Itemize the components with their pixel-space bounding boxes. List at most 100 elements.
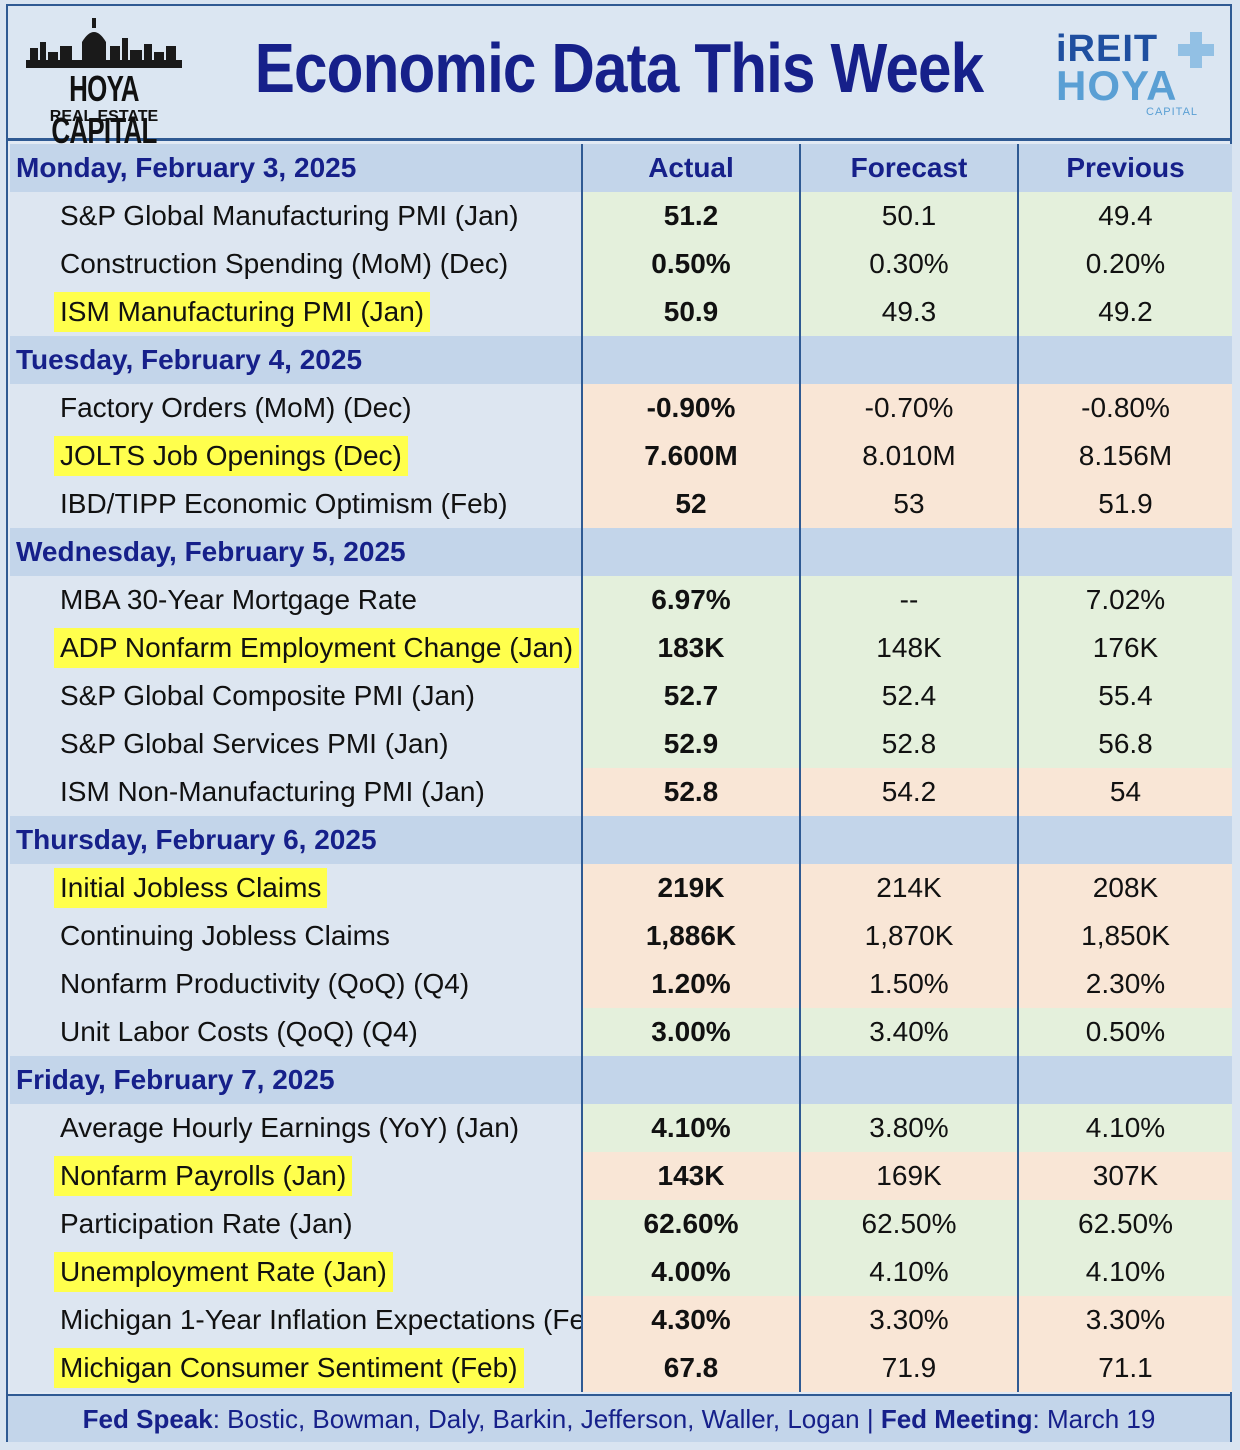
forecast-value: 0.30% bbox=[799, 240, 1018, 288]
indicator-row: Average Hourly Earnings (YoY) (Jan) 4.10%… bbox=[10, 1104, 1232, 1152]
indicator-label: S&P Global Composite PMI (Jan) bbox=[60, 680, 475, 711]
day-header-spacer-forecast bbox=[799, 528, 1018, 576]
indicator-label-cell: MBA 30-Year Mortgage Rate bbox=[10, 576, 582, 624]
forecast-value: 54.2 bbox=[799, 768, 1018, 816]
previous-value: 8.156M bbox=[1017, 432, 1232, 480]
day-name: Thursday, February 6, 2025 bbox=[10, 816, 582, 864]
actual-value: 52.8 bbox=[581, 768, 800, 816]
indicator-row: Participation Rate (Jan) 62.60% 62.50% 62.5… bbox=[10, 1200, 1232, 1248]
indicator-label: Nonfarm Payrolls (Jan) bbox=[54, 1156, 353, 1196]
indicator-label-cell: Michigan Consumer Sentiment (Feb) bbox=[10, 1344, 582, 1392]
previous-value: 62.50% bbox=[1017, 1200, 1232, 1248]
actual-value: 52.9 bbox=[581, 720, 800, 768]
previous-value: -0.80% bbox=[1017, 384, 1232, 432]
indicator-label: S&P Global Services PMI (Jan) bbox=[60, 728, 449, 759]
indicator-row: Construction Spending (MoM) (Dec) 0.50% 0.… bbox=[10, 240, 1232, 288]
previous-value: 49.4 bbox=[1017, 192, 1232, 240]
indicator-label: Factory Orders (MoM) (Dec) bbox=[60, 392, 412, 423]
day-header-row: Tuesday, February 4, 2025 bbox=[10, 336, 1232, 384]
indicator-row: Unit Labor Costs (QoQ) (Q4) 3.00% 3.40% 0.5… bbox=[10, 1008, 1232, 1056]
indicator-label-cell: Participation Rate (Jan) bbox=[10, 1200, 582, 1248]
header: HOYA CAPITAL REAL ESTATE Economic Data T… bbox=[8, 6, 1230, 151]
indicator-row: IBD/TIPP Economic Optimism (Feb) 52 53 51.9 bbox=[10, 480, 1232, 528]
day-name: Wednesday, February 5, 2025 bbox=[10, 528, 582, 576]
actual-value: 143K bbox=[581, 1152, 800, 1200]
forecast-value: 52.4 bbox=[799, 672, 1018, 720]
ireit-hoya-logo: iREIT HOYA CAPITAL bbox=[1048, 28, 1228, 124]
actual-value: 1,886K bbox=[581, 912, 800, 960]
indicator-label: Average Hourly Earnings (YoY) (Jan) bbox=[60, 1112, 520, 1143]
previous-value: 307K bbox=[1017, 1152, 1232, 1200]
indicator-row: Unemployment Rate (Jan) 4.00% 4.10% 4.10% bbox=[10, 1248, 1232, 1296]
previous-value: 3.30% bbox=[1017, 1296, 1232, 1344]
indicator-label: Participation Rate (Jan) bbox=[60, 1208, 353, 1239]
indicator-label-cell: ISM Non-Manufacturing PMI (Jan) bbox=[10, 768, 582, 816]
indicator-label-cell: IBD/TIPP Economic Optimism (Feb) bbox=[10, 480, 582, 528]
actual-value: 51.2 bbox=[581, 192, 800, 240]
previous-value: 54 bbox=[1017, 768, 1232, 816]
indicator-label: Initial Jobless Claims bbox=[54, 868, 328, 908]
indicator-row: ADP Nonfarm Employment Change (Jan) 183K 1… bbox=[10, 624, 1232, 672]
indicator-label-cell: Michigan 1-Year Inflation Expectations (… bbox=[10, 1296, 582, 1344]
indicator-label-cell: ADP Nonfarm Employment Change (Jan) bbox=[10, 624, 582, 672]
actual-value: 219K bbox=[581, 864, 800, 912]
forecast-value: 50.1 bbox=[799, 192, 1018, 240]
indicator-label: Continuing Jobless Claims bbox=[60, 920, 390, 951]
fed-speak-text: : Bostic, Bowman, Daly, Barkin, Jefferso… bbox=[212, 1404, 881, 1434]
actual-value: 4.10% bbox=[581, 1104, 800, 1152]
day-header-row: Thursday, February 6, 2025 bbox=[10, 816, 1232, 864]
previous-value: 176K bbox=[1017, 624, 1232, 672]
actual-value: 0.50% bbox=[581, 240, 800, 288]
actual-value: 1.20% bbox=[581, 960, 800, 1008]
indicator-row: Nonfarm Productivity (QoQ) (Q4) 1.20% 1.50… bbox=[10, 960, 1232, 1008]
indicator-label: S&P Global Manufacturing PMI (Jan) bbox=[60, 200, 519, 231]
indicator-row: S&P Global Manufacturing PMI (Jan) 51.2 50… bbox=[10, 192, 1232, 240]
day-name: Friday, February 7, 2025 bbox=[10, 1056, 582, 1104]
indicator-row: Michigan 1-Year Inflation Expectations (… bbox=[10, 1296, 1232, 1344]
previous-value: 4.10% bbox=[1017, 1248, 1232, 1296]
day-header-spacer-previous bbox=[1017, 528, 1232, 576]
column-header-forecast: Forecast bbox=[799, 144, 1018, 192]
indicator-label: Unemployment Rate (Jan) bbox=[54, 1252, 393, 1292]
economic-data-card: HOYA CAPITAL REAL ESTATE Economic Data T… bbox=[6, 4, 1232, 1442]
indicator-row: ISM Non-Manufacturing PMI (Jan) 52.8 54.2 5… bbox=[10, 768, 1232, 816]
indicator-row: Factory Orders (MoM) (Dec) -0.90% -0.70% -0… bbox=[10, 384, 1232, 432]
forecast-value: 8.010M bbox=[799, 432, 1018, 480]
forecast-value: 214K bbox=[799, 864, 1018, 912]
actual-value: 67.8 bbox=[581, 1344, 800, 1392]
indicator-label-cell: S&P Global Composite PMI (Jan) bbox=[10, 672, 582, 720]
indicator-label: JOLTS Job Openings (Dec) bbox=[54, 436, 408, 476]
actual-value: 50.9 bbox=[581, 288, 800, 336]
indicator-label: MBA 30-Year Mortgage Rate bbox=[60, 584, 417, 615]
day-header-row: Wednesday, February 5, 2025 bbox=[10, 528, 1232, 576]
indicator-label-cell: Continuing Jobless Claims bbox=[10, 912, 582, 960]
actual-value: 183K bbox=[581, 624, 800, 672]
actual-value: 52.7 bbox=[581, 672, 800, 720]
logo-right-line2: HOYA bbox=[1056, 62, 1178, 109]
indicator-label-cell: Initial Jobless Claims bbox=[10, 864, 582, 912]
indicator-label-cell: Average Hourly Earnings (YoY) (Jan) bbox=[10, 1104, 582, 1152]
day-header-spacer-actual bbox=[581, 816, 800, 864]
indicator-label-cell: ISM Manufacturing PMI (Jan) bbox=[10, 288, 582, 336]
indicator-label: Michigan Consumer Sentiment (Feb) bbox=[54, 1348, 524, 1388]
forecast-value: -0.70% bbox=[799, 384, 1018, 432]
plus-cross-icon bbox=[1178, 32, 1214, 68]
actual-value: 7.600M bbox=[581, 432, 800, 480]
indicator-label-cell: Unemployment Rate (Jan) bbox=[10, 1248, 582, 1296]
actual-value: 62.60% bbox=[581, 1200, 800, 1248]
column-header-previous: Previous bbox=[1017, 144, 1232, 192]
economic-data-table: Monday, February 3, 2025 Actual Forecast Pr… bbox=[10, 144, 1232, 1392]
forecast-value: 4.10% bbox=[799, 1248, 1018, 1296]
forecast-value: 53 bbox=[799, 480, 1018, 528]
indicator-label-cell: S&P Global Services PMI (Jan) bbox=[10, 720, 582, 768]
indicator-label: Unit Labor Costs (QoQ) (Q4) bbox=[60, 1016, 418, 1047]
indicator-label-cell: Nonfarm Payrolls (Jan) bbox=[10, 1152, 582, 1200]
forecast-value: 169K bbox=[799, 1152, 1018, 1200]
logo-right-line1: iREIT bbox=[1056, 28, 1159, 70]
actual-value: 6.97% bbox=[581, 576, 800, 624]
day-header-row: Friday, February 7, 2025 bbox=[10, 1056, 1232, 1104]
previous-value: 7.02% bbox=[1017, 576, 1232, 624]
indicator-label-cell: S&P Global Manufacturing PMI (Jan) bbox=[10, 192, 582, 240]
indicator-label: ISM Non-Manufacturing PMI (Jan) bbox=[60, 776, 485, 807]
indicator-label: Construction Spending (MoM) (Dec) bbox=[60, 248, 509, 279]
